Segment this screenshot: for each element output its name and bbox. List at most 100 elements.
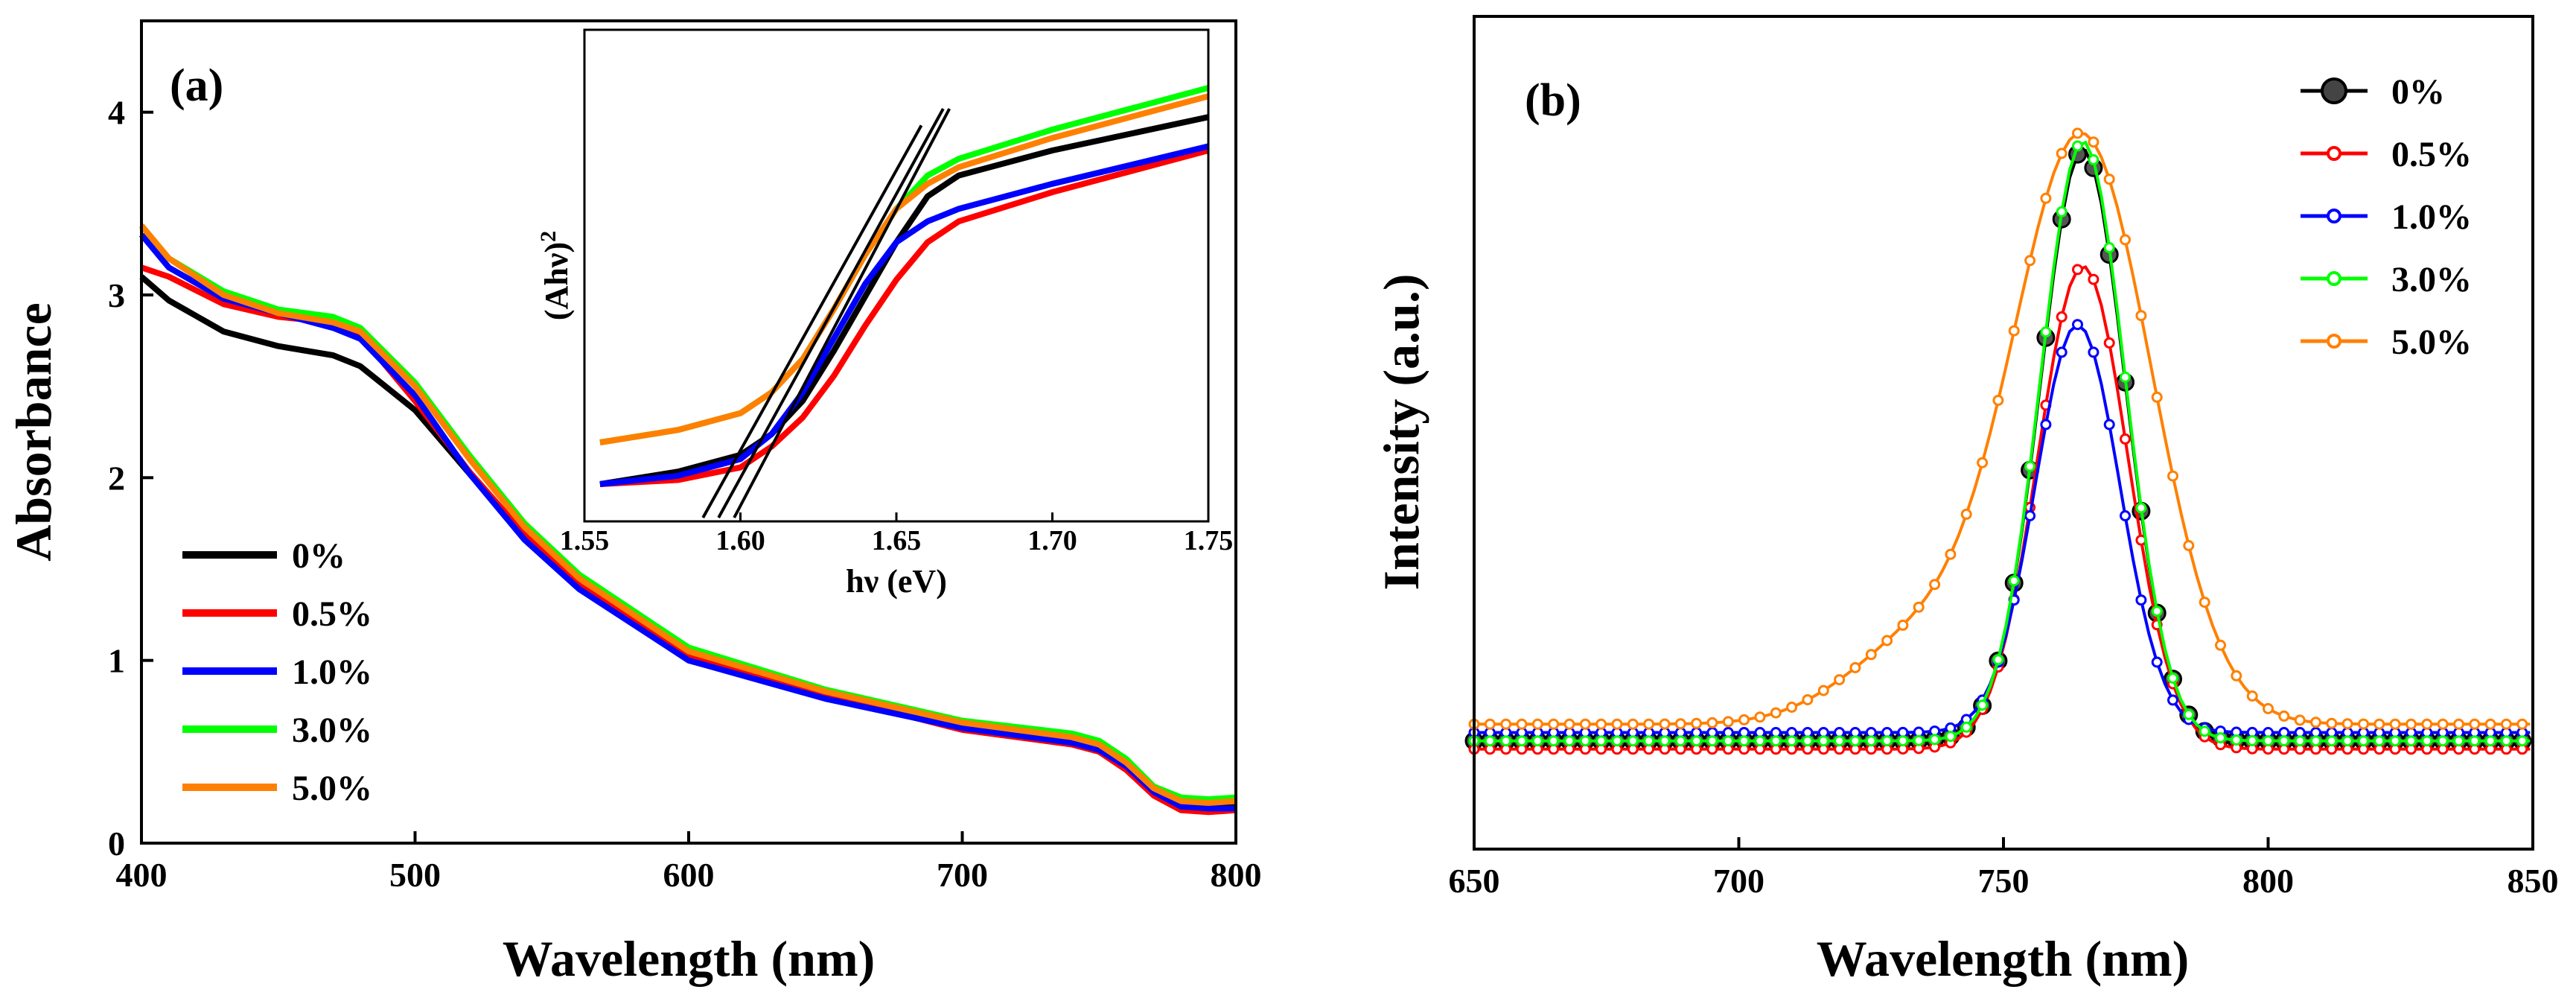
series-b-marker xyxy=(2453,735,2464,747)
series-b-marker xyxy=(1834,735,1846,747)
series-b-marker xyxy=(1802,735,1814,747)
series-b-marker xyxy=(2310,717,2321,728)
series-b-marker xyxy=(1691,717,1703,729)
series-b-marker xyxy=(2373,718,2385,730)
series-b-marker xyxy=(2358,735,2369,747)
series-b-marker xyxy=(1738,714,1750,725)
inset-x-axis-title: hν (eV) xyxy=(846,563,947,600)
series-b-marker xyxy=(1516,718,1528,730)
legend-b-label-5-0pct: 5.0% xyxy=(2391,323,2472,362)
inset-x-tick-label: 1.70 xyxy=(1027,525,1077,556)
legend-a-label-3-0pct: 3.0% xyxy=(292,711,372,750)
series-b-marker xyxy=(1834,674,1846,686)
series-b-marker xyxy=(1500,718,1512,730)
panel-a-series-group xyxy=(138,223,1237,816)
legend-b-label-1-0pct: 1.0% xyxy=(2391,197,2472,237)
a-x-tick-label: 800 xyxy=(1211,856,1262,894)
panel-b-x-axis-title: Wavelength (nm) xyxy=(1817,930,2190,987)
series-b-markers-5-0pct xyxy=(1468,127,2528,730)
series-b-marker xyxy=(1548,718,1560,730)
series-b-marker xyxy=(2135,310,2147,322)
series-b-marker xyxy=(2103,419,2115,431)
panel-b-y-axis-title: Intensity (a.u.) xyxy=(1373,273,1429,590)
legend-b-marker-0-5pct xyxy=(2327,146,2341,161)
series-b-marker xyxy=(2484,718,2496,730)
series-b-marker xyxy=(2484,735,2496,747)
panel-a-label: (a) xyxy=(170,60,223,111)
series-b-marker xyxy=(1929,734,1941,746)
series-b-marker xyxy=(1579,735,1591,747)
series-b-marker xyxy=(1754,735,1766,747)
inset-tangent-line xyxy=(733,108,951,518)
series-b-marker xyxy=(1627,735,1639,747)
inset-tangent-line xyxy=(701,124,923,518)
series-b-marker xyxy=(2040,192,2052,204)
series-b-marker xyxy=(2072,319,2083,331)
series-b-marker xyxy=(1992,395,2004,406)
series-b-marker xyxy=(2040,326,2052,338)
inset-x-tick-label: 1.75 xyxy=(1184,525,1234,556)
b-x-tick-label: 800 xyxy=(2242,862,2294,900)
series-b-5-0pct xyxy=(1474,131,2531,726)
series-b-marker xyxy=(2024,460,2036,472)
series-b-marker xyxy=(1738,735,1750,747)
inset-x-tick-label: 1.65 xyxy=(872,525,922,556)
series-b-marker xyxy=(2120,371,2131,383)
series-b-marker xyxy=(2326,735,2338,747)
series-b-marker xyxy=(1897,735,1909,747)
series-b-marker xyxy=(2120,510,2131,521)
series-b-marker xyxy=(2183,540,2195,551)
legend-a-label-0-5pct: 0.5% xyxy=(292,594,372,634)
panel-a-ticks: 400 500 600 700 800 0 1 2 3 4 xyxy=(108,94,1262,894)
series-b-marker xyxy=(2231,670,2242,682)
series-b-marker xyxy=(1484,718,1496,730)
series-b-marker xyxy=(2056,311,2068,323)
legend-a-label-0pct: 0% xyxy=(292,536,345,576)
a-y-tick-label: 3 xyxy=(108,276,125,314)
series-b-marker xyxy=(2389,718,2401,730)
series-b-markers-1-0pct xyxy=(1468,319,2528,738)
series-b-marker xyxy=(1722,716,1734,728)
series-b-marker xyxy=(1531,718,1543,730)
series-b-marker xyxy=(1706,717,1718,728)
series-b-marker xyxy=(1913,734,1925,746)
b-x-tick-label: 750 xyxy=(1978,862,2030,900)
series-b-marker xyxy=(2072,264,2083,276)
series-b-marker xyxy=(2231,734,2242,746)
panel-a-x-axis-title: Wavelength (nm) xyxy=(503,930,876,987)
legend-a-label-5-0pct: 5.0% xyxy=(292,769,372,808)
series-b-marker xyxy=(2421,718,2433,730)
series-b-marker xyxy=(2453,718,2464,730)
series-b-marker xyxy=(1659,718,1671,730)
series-b-marker xyxy=(2151,391,2163,403)
series-b-marker xyxy=(2278,710,2290,722)
series-b-marker xyxy=(1563,735,1575,747)
series-b-marker xyxy=(1849,661,1861,673)
series-b-marker xyxy=(1960,508,1972,520)
series-b-marker xyxy=(2008,575,2020,587)
b-x-tick-label: 850 xyxy=(2508,862,2559,900)
series-b-marker xyxy=(2088,136,2100,148)
series-b-marker xyxy=(2103,174,2115,185)
series-b-marker xyxy=(2421,735,2433,747)
legend-a-label-1-0pct: 1.0% xyxy=(292,652,372,692)
series-b-marker xyxy=(2167,694,2178,706)
series-b-marker xyxy=(2135,502,2147,514)
series-b-marker xyxy=(1691,735,1703,747)
series-b-marker xyxy=(1977,699,1989,711)
series-b-marker xyxy=(1706,735,1718,747)
series-b-marker xyxy=(2341,735,2353,747)
panel-b-legend: 0% 0.5% 1.0% 3.0% 5.0% xyxy=(2301,72,2472,362)
series-b-marker xyxy=(1849,735,1861,747)
series-b-marker xyxy=(2469,718,2481,730)
series-b-marker xyxy=(1897,619,1909,631)
a-x-tick-label: 500 xyxy=(389,856,441,894)
panel-a: 400 500 600 700 800 0 1 2 3 4 (a) Wavelength (nm)… xyxy=(5,19,1262,987)
series-b-marker xyxy=(2500,735,2512,747)
series-b-marker xyxy=(2294,735,2306,747)
series-b-marker xyxy=(1786,735,1798,747)
a-y-tick-label: 2 xyxy=(108,459,125,497)
series-b-marker xyxy=(2103,242,2115,253)
series-b-marker xyxy=(2310,735,2321,747)
series-b-0-5pct xyxy=(1474,265,2531,751)
